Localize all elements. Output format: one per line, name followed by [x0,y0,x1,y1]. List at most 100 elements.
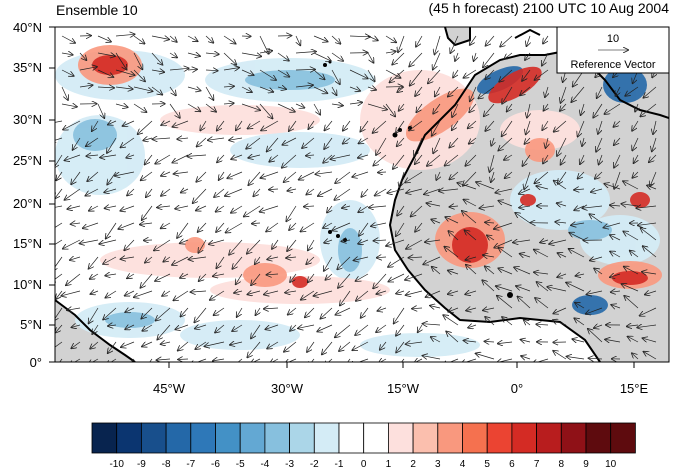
wind-arrow [115,34,135,36]
colorbar-label: -8 [162,459,171,470]
wind-arrow [396,120,405,133]
wind-arrow [349,36,370,37]
wind-arrow [636,206,657,208]
wind-arrow [406,342,423,344]
wind-arrow [59,358,63,362]
wind-arrow [583,206,603,208]
wind-arrow [385,51,396,53]
lat-label: 15°N [13,236,42,251]
wind-arrow [464,69,477,78]
wind-arrow [567,357,585,360]
wind-arrow [543,154,549,163]
wind-arrow [225,188,243,196]
wind-arrow [194,307,207,322]
lat-label: 35°N [13,60,42,75]
wind-arrow [614,137,621,145]
wind-arrow [331,35,340,44]
wind-arrow [208,138,225,140]
wind-arrow [581,103,584,115]
wind-arrow [175,324,189,329]
wind-arrow [622,284,639,292]
wind-arrow [468,325,477,328]
wind-arrow [306,155,315,156]
wind-arrow [143,138,153,141]
wind-arrow [120,205,135,211]
wind-arrow [349,87,360,91]
wind-arrow [387,188,405,193]
wind-arrow [175,206,189,209]
wind-arrow [67,308,81,310]
wind-arrow [520,86,531,95]
wind-arrow [555,222,567,223]
lat-label: 5°N [20,317,42,332]
wind-arrow [118,222,135,229]
wind-arrow [653,120,656,134]
wind-arrow [256,307,261,315]
wind-arrow [571,223,585,225]
lat-label: 10°N [13,277,42,292]
wind-arrow [361,188,369,197]
wind-arrow [72,325,81,327]
wind-arrow [624,296,639,309]
wind-arrow [236,273,243,284]
wind-arrow [376,137,387,155]
colorbar-box [338,422,365,454]
wind-arrow [558,253,567,257]
wind-arrow [230,342,243,345]
wind-arrow [485,341,495,342]
wind-arrow [296,35,300,45]
wind-arrow [277,69,289,77]
wind-arrow [267,341,279,349]
wind-arrow [63,239,81,249]
wind-arrow [379,359,387,362]
wind-arrow [286,205,297,221]
colorbar-box [313,422,340,454]
colorbar-box [289,422,315,454]
wind-arrow [161,188,171,196]
wind-arrow [56,171,63,180]
wind-arrow [79,52,86,60]
wind-arrow [534,272,549,274]
wind-arrow [439,189,459,191]
wind-arrow [521,340,531,342]
wind-arrow [55,188,63,198]
wind-arrow [445,217,459,224]
reference-vector-label: Reference Vector [571,59,656,71]
wind-arrow [106,222,117,239]
wind-arrow [267,274,279,275]
wind-arrow [255,256,261,264]
wind-arrow [566,283,585,292]
wind-arrow [232,256,243,269]
wind-arrow [519,188,531,194]
wind-arrow [553,307,567,314]
wind-arrow [223,68,239,70]
wind-arrow [416,103,423,112]
colorbar-box [165,422,192,454]
wind-arrow [549,239,567,244]
wind-arrow [155,154,171,164]
wind-arrow [270,359,279,362]
wind-arrow [498,342,513,344]
wind-arrow [432,120,441,136]
wind-arrow [540,240,549,243]
wind-arrow [338,273,351,288]
colorbar-box [560,422,587,454]
wind-arrow [547,287,567,292]
wind-arrow [406,290,423,295]
wind-arrow [480,206,495,208]
wind-arrow [482,280,495,292]
wind-arrow [327,205,332,213]
wind-arrow [423,356,441,359]
wind-arrow [213,359,225,361]
wind-arrow [644,352,657,360]
wind-arrow [284,341,297,352]
wind-arrow [123,120,135,126]
wind-arrow [173,154,189,163]
wind-arrow [332,222,351,231]
wind-arrow [374,240,387,241]
wind-arrow [86,188,99,196]
wind-arrow [140,223,153,225]
wind-arrow [569,233,585,241]
wind-arrow [69,358,81,362]
wind-arrow [642,272,657,274]
